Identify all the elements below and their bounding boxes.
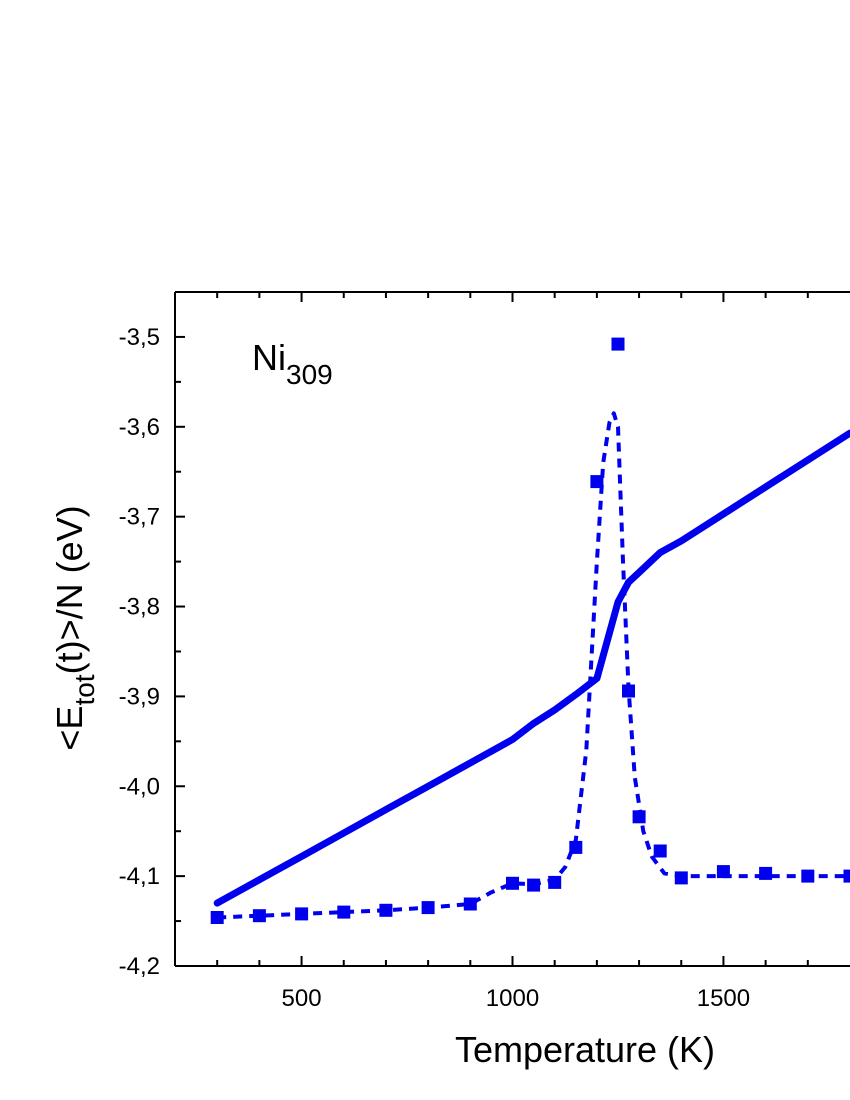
plot-area — [210, 337, 850, 924]
data-point — [421, 901, 435, 915]
data-point — [337, 905, 351, 919]
axis-ticks — [175, 292, 809, 967]
x-tick-label: 500 — [282, 985, 322, 1012]
annotation-base: Ni — [252, 337, 286, 378]
data-point — [716, 865, 730, 879]
data-point — [843, 869, 850, 883]
y-axis-title-suffix: (t)>/N (eV) — [49, 505, 90, 674]
plot-frame — [174, 291, 850, 967]
y-tick-label: -3,5 — [119, 324, 160, 351]
data-point — [653, 844, 667, 858]
y-axis-title-prefix: <E — [49, 706, 90, 751]
x-tick-label: 1000 — [486, 985, 539, 1012]
data-point — [590, 475, 604, 489]
data-point — [210, 911, 224, 924]
data-point — [622, 684, 635, 698]
y-tick-label: -4,0 — [119, 773, 160, 800]
data-point — [379, 903, 393, 917]
series-line-solid — [213, 429, 850, 907]
data-point — [674, 871, 688, 885]
y-tick-label: -4,2 — [119, 953, 160, 980]
data-point — [548, 875, 562, 889]
y-axis-title: <Etot(t)>/N (eV) — [49, 505, 100, 750]
y-tick-label: -3,9 — [119, 683, 160, 710]
annotation-subscript: 309 — [286, 359, 333, 390]
data-point — [463, 897, 477, 911]
y-tick-label: -4,1 — [119, 863, 160, 890]
data-point — [632, 810, 646, 824]
data-point — [295, 907, 309, 921]
x-axis-title: Temperature (K) — [455, 1029, 715, 1070]
y-tick-label: -3,6 — [119, 414, 160, 441]
tick-labels: 500 1000 1500 -3,5 -3,6 -3,7 -3,8 -3,9 -4,0 -4,1 -… — [119, 324, 750, 1012]
data-point — [252, 909, 266, 923]
x-tick-label: 1500 — [697, 985, 750, 1012]
series-line-dashed — [217, 411, 850, 920]
data-point — [759, 866, 773, 880]
y-tick-label: -3,8 — [119, 594, 160, 621]
y-axis-title-subscript: tot — [69, 674, 100, 705]
y-tick-label: -3,7 — [119, 504, 160, 531]
data-point — [527, 878, 541, 892]
data-point — [506, 876, 519, 890]
cluster-annotation: Ni309 — [252, 337, 333, 390]
data-point — [801, 869, 815, 883]
data-point — [611, 337, 625, 351]
data-point — [569, 840, 583, 854]
